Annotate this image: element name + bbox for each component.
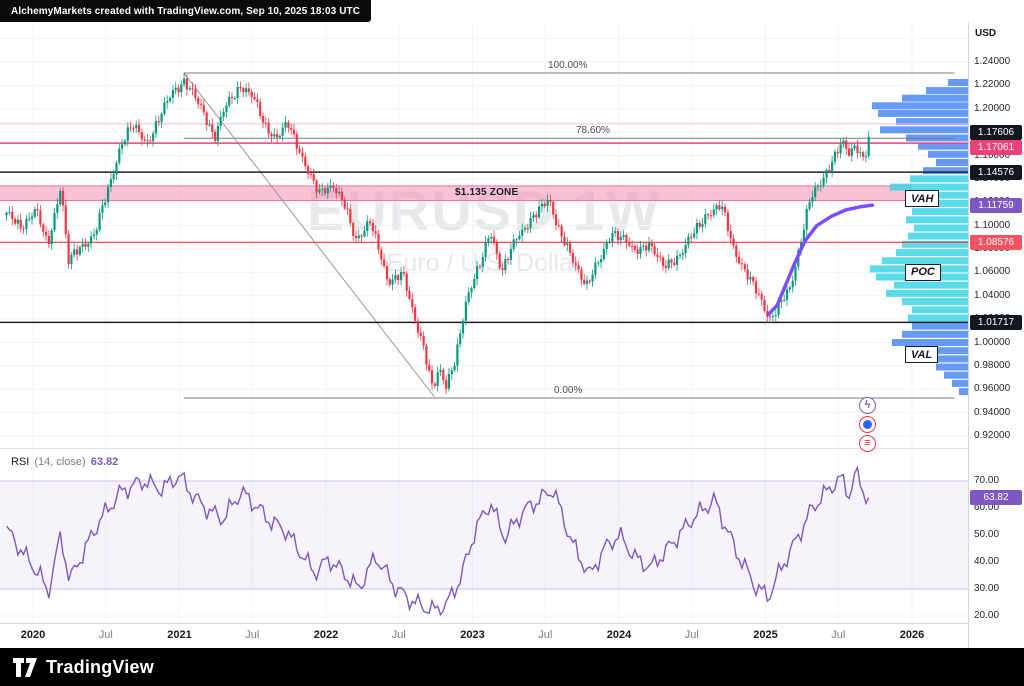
zone-label: $1.135 ZONE: [455, 186, 519, 198]
rsi-tick: 60.00: [974, 502, 1000, 513]
volume-profile-label-poc: POC: [905, 263, 941, 281]
footer-bar: TradingView: [0, 648, 1024, 686]
quick-actions: ϟ ≡: [859, 397, 876, 452]
time-label: Jul: [245, 629, 260, 641]
rsi-tick: 30.00: [974, 583, 1000, 594]
time-label: Jul: [538, 629, 553, 641]
time-label: 2026: [899, 629, 925, 641]
price-axis[interactable]: USD 1.240001.220001.200001.180001.160001…: [968, 22, 1024, 648]
rsi-tick: 40.00: [974, 556, 1000, 567]
price-tick: 1.10000: [974, 219, 1011, 231]
price-badge: 1.01717: [970, 314, 1022, 330]
price-tick: 1.00000: [974, 336, 1011, 348]
quick-action-list-button[interactable]: ≡: [859, 435, 876, 452]
rsi-tick: 20.00: [974, 610, 1000, 621]
rsi-tick: 50.00: [974, 529, 1000, 540]
tradingview-logo-icon[interactable]: [13, 657, 37, 677]
rsi-title: RSI: [11, 456, 30, 468]
time-axis[interactable]: 2020 Jul 2021 Jul 2022 Jul 2023 Jul 2024 Jul 2025 J…: [0, 623, 1024, 649]
time-label: Jul: [831, 629, 846, 641]
volume-profile-label-vah: VAH: [905, 190, 940, 207]
fib-level-label: 0.00%: [554, 385, 583, 396]
time-label: Jul: [98, 629, 113, 641]
price-tick: 1.24000: [974, 56, 1011, 67]
lightning-icon: ϟ: [864, 399, 871, 411]
tradingview-wordmark[interactable]: TradingView: [46, 656, 154, 677]
price-badge: 1.17061: [970, 139, 1022, 155]
attribution-text: AlchemyMarkets created with TradingView.…: [11, 5, 361, 17]
price-tick: 0.94000: [974, 406, 1011, 418]
rsi-value: 63.82: [90, 456, 119, 468]
axis-currency-label: USD: [975, 28, 997, 39]
time-label: 2022: [313, 629, 339, 641]
time-label: 2025: [753, 629, 778, 641]
price-badge: 1.08576: [970, 234, 1022, 250]
time-label: 2023: [460, 629, 485, 641]
fib-level-label: 78.60%: [576, 125, 610, 137]
rsi-value-badge: 63.82: [970, 490, 1022, 506]
time-label: 2024: [606, 629, 632, 641]
price-tick: 0.98000: [974, 359, 1011, 371]
fib-level-label: 100.00%: [548, 60, 588, 71]
price-tick: 1.20000: [974, 102, 1011, 114]
rsi-legend: RSI (14, close) 63.82: [11, 456, 118, 468]
list-icon: ≡: [864, 437, 871, 449]
attribution-bar: AlchemyMarkets created with TradingView.…: [0, 0, 372, 22]
volume-profile-label-val: VAL: [905, 346, 939, 363]
rsi-params: (14, close): [34, 456, 86, 468]
price-pane[interactable]: [0, 22, 968, 448]
price-badge: 1.11759: [970, 197, 1022, 213]
price-tick: 1.06000: [974, 266, 1011, 278]
time-label: 2021: [167, 629, 192, 641]
quick-action-flash-button[interactable]: ϟ: [859, 397, 876, 414]
quick-action-hot-button[interactable]: [859, 416, 876, 433]
price-tick: 0.96000: [974, 383, 1011, 395]
time-label: Jul: [391, 629, 406, 641]
price-tick: 1.04000: [974, 289, 1011, 301]
rsi-pane[interactable]: [0, 448, 968, 623]
price-tick: 0.92000: [974, 430, 1011, 441]
price-badge: 1.17606: [970, 125, 1022, 141]
price-tick: 1.22000: [974, 79, 1011, 91]
time-label: 2020: [20, 629, 46, 641]
price-badge: 1.14576: [970, 164, 1022, 180]
price-tick: 1.16000: [974, 149, 1011, 161]
hot-dot-icon: [863, 420, 872, 429]
time-label: Jul: [684, 629, 699, 641]
rsi-tick: 70.00: [974, 475, 1000, 486]
